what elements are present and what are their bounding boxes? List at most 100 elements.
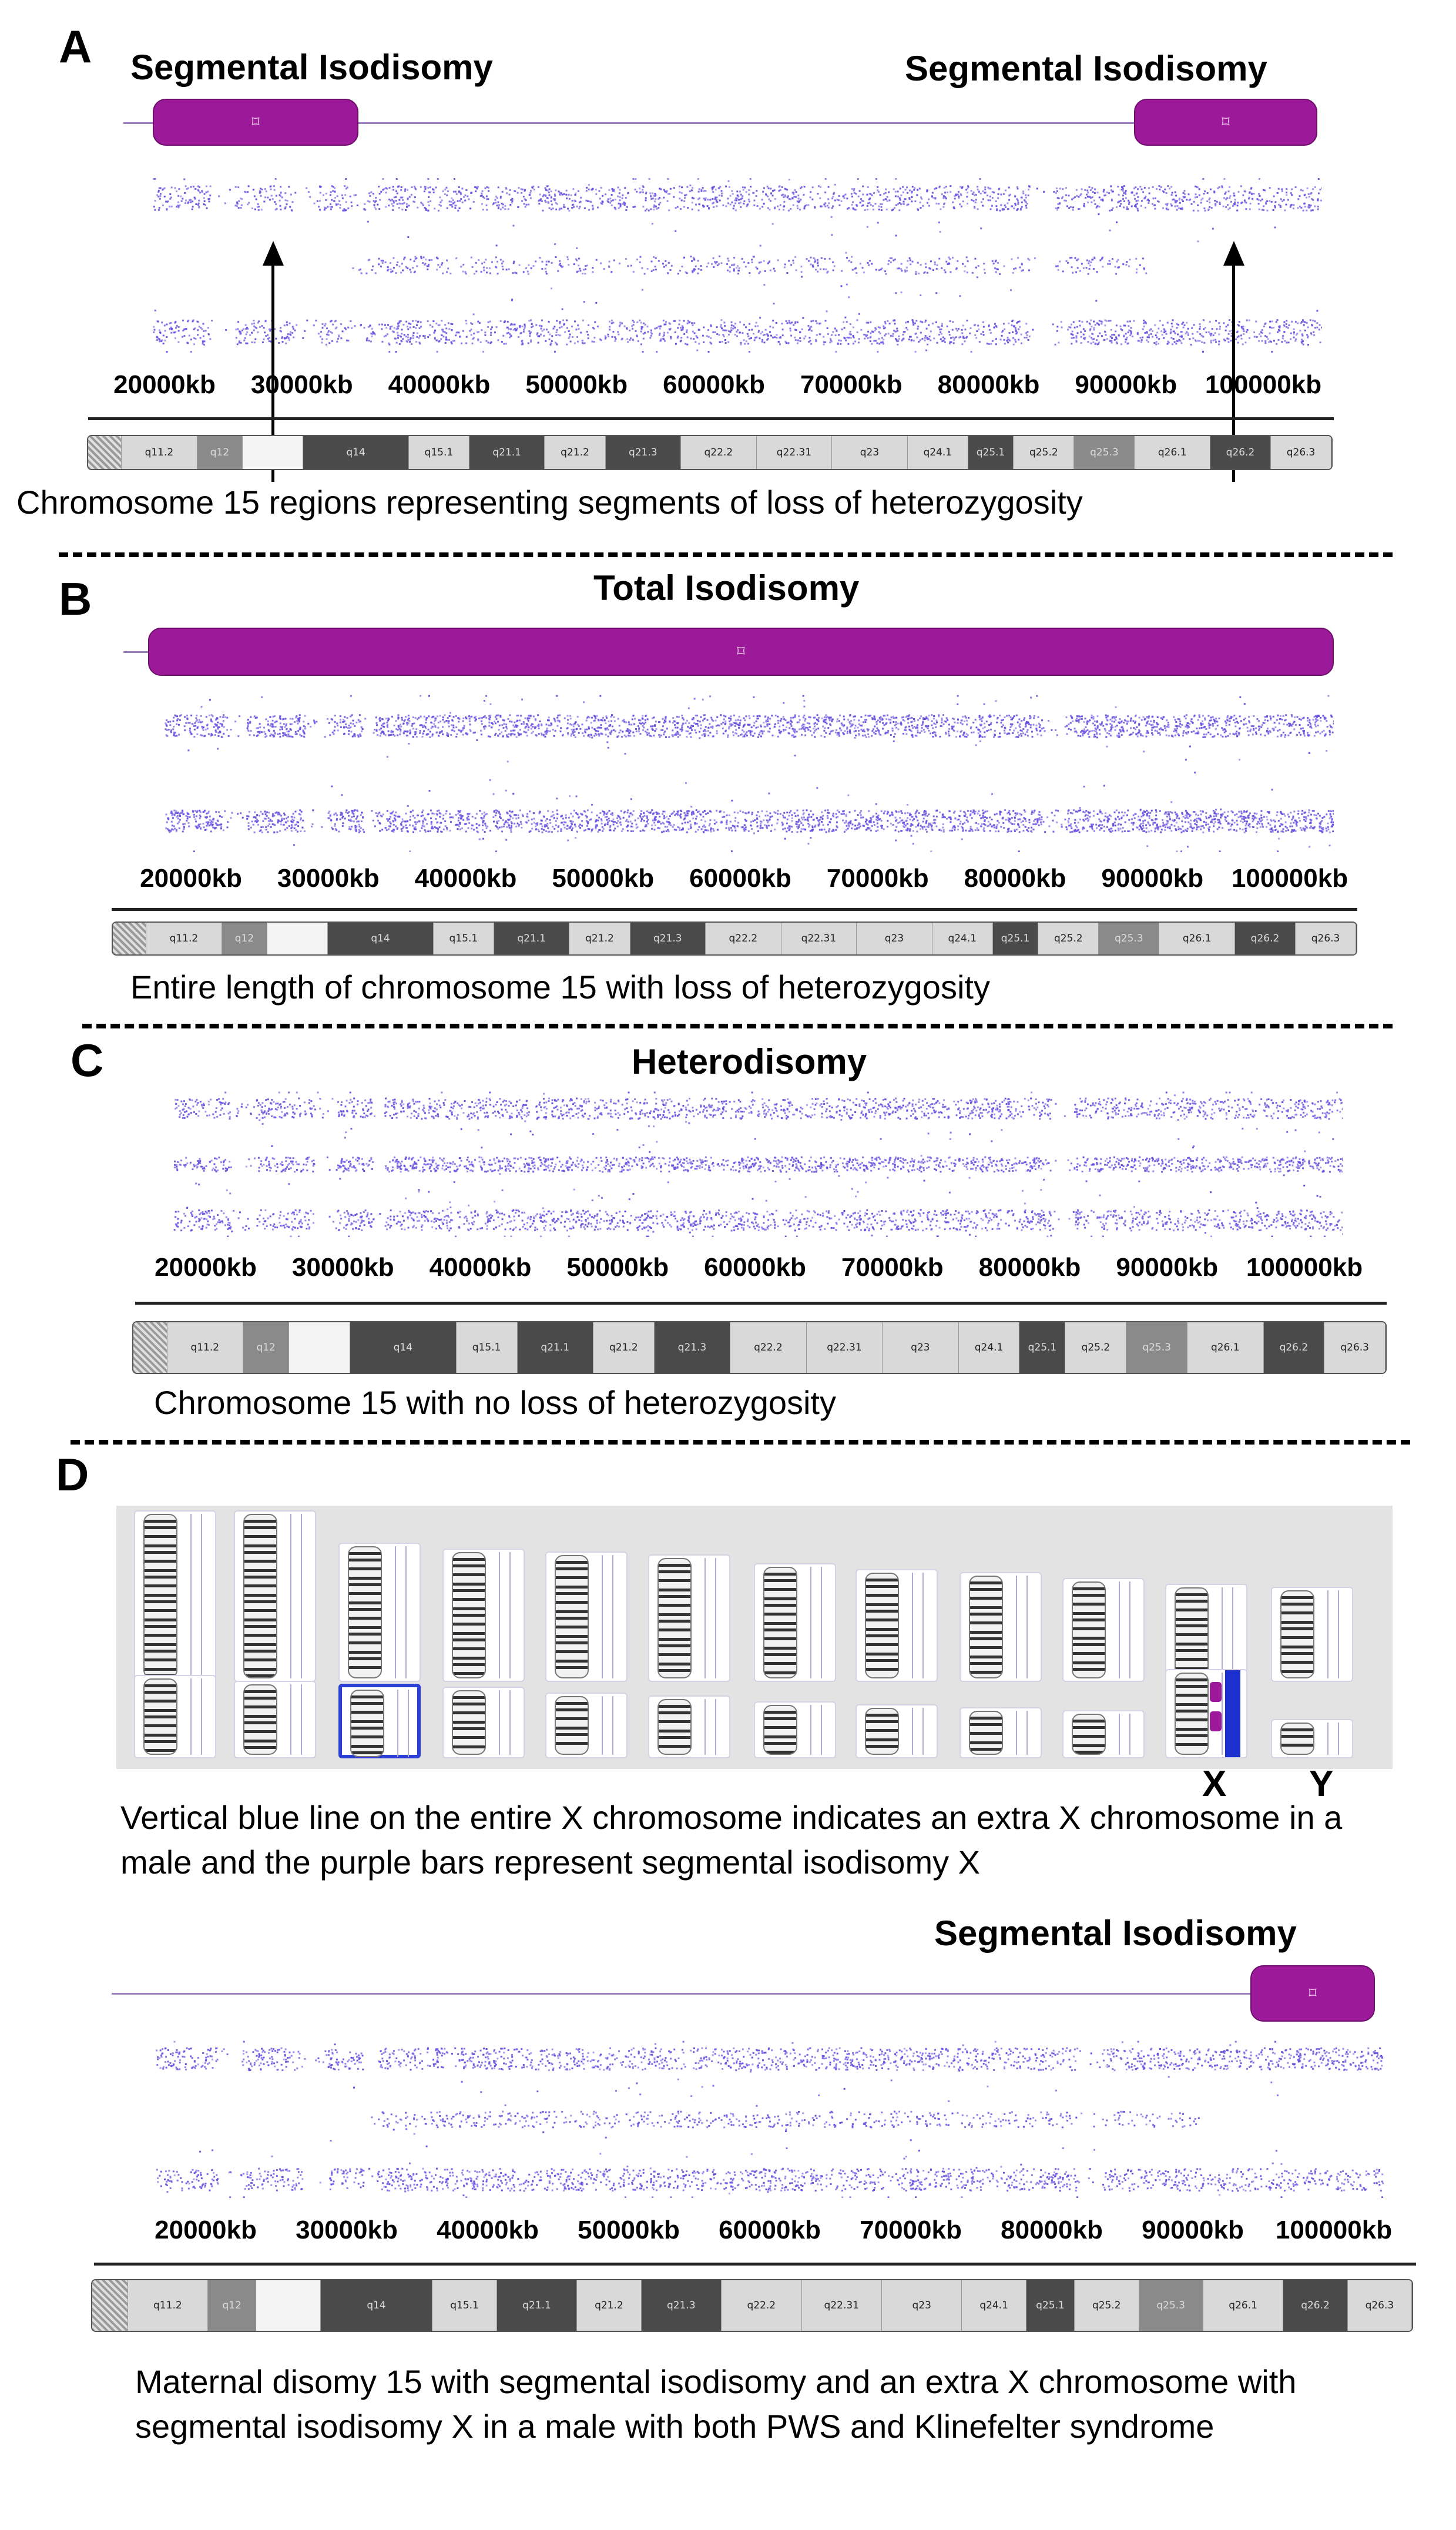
- chromosome-pictogram: [1280, 1590, 1314, 1678]
- roh-marker-icon: ⌑: [251, 113, 260, 131]
- track-line: [290, 1514, 291, 1678]
- axis-tick-label: 50000kb: [578, 2216, 680, 2244]
- karyogram-cell[interactable]: [1062, 1710, 1145, 1758]
- track-line: [201, 1678, 202, 1755]
- chromosome-band: q15.1: [456, 1322, 518, 1373]
- axis-tick-label: 40000kb: [388, 370, 491, 399]
- track-line: [715, 1699, 716, 1755]
- karyogram-cell[interactable]: [338, 1684, 421, 1758]
- chromosome-band: q25.1: [1019, 1322, 1066, 1373]
- panel-a-title-left: Segmental Isodisomy: [130, 48, 493, 87]
- axis-tick-label: 80000kb: [1001, 2216, 1103, 2244]
- karyogram-cell[interactable]: [1062, 1578, 1145, 1682]
- roh-marker-icon: ⌑: [737, 643, 745, 661]
- chromosome-band: [243, 436, 304, 469]
- chromosome-15-ideogram: q11.2 q12 q14 q15.1 q21.1 q21.2 q21.3 q22.2 q22.…: [87, 435, 1333, 470]
- chromosome-band: q12: [243, 1322, 290, 1373]
- axis-tick-label: 50000kb: [525, 370, 628, 399]
- axis-tick-label: 50000kb: [566, 1253, 669, 1282]
- karyogram-cell[interactable]: [1271, 1587, 1353, 1682]
- chromosome-pictogram: [555, 1696, 589, 1755]
- chromosome-band: q24.1: [932, 923, 993, 954]
- karyogram-cell[interactable]: [648, 1695, 730, 1758]
- roh-segment-bar[interactable]: ⌑: [1250, 1965, 1375, 2022]
- chromosome-band: q25.2: [1065, 1322, 1127, 1373]
- chromosome-band: q23: [857, 923, 932, 954]
- roh-segment-bar[interactable]: ⌑: [1134, 99, 1317, 146]
- axis-tick-label: 90000kb: [1075, 370, 1177, 399]
- karyogram-cell[interactable]: [648, 1554, 730, 1682]
- karyogram-cell[interactable]: [134, 1510, 216, 1682]
- track-line: [397, 1690, 398, 1757]
- chromosome-band: [92, 2280, 128, 2331]
- karyogram-cell[interactable]: [856, 1704, 938, 1758]
- track-line: [1232, 1587, 1233, 1678]
- karyogram-cell[interactable]: [856, 1569, 938, 1682]
- chromosome-pictogram: [763, 1567, 797, 1678]
- axis-tick-label: 100000kb: [1205, 370, 1322, 399]
- axis-tick-label: 20000kb: [140, 864, 242, 893]
- chromosome-band: q24.1: [907, 436, 968, 469]
- chromosome-band: q25.1: [992, 923, 1039, 954]
- chromosome-band: q12: [222, 923, 268, 954]
- chromosome-pictogram: [452, 1552, 486, 1678]
- roh-segment-bar[interactable]: ⌑: [153, 99, 358, 146]
- chromosome-band: q21.2: [577, 2280, 642, 2331]
- chromosome-band: q12: [208, 2280, 257, 2331]
- axis-tick-label: 100000kb: [1275, 2216, 1393, 2244]
- axis-tick-label: 70000kb: [841, 1253, 944, 1282]
- axis-tick-label: 60000kb: [704, 1253, 806, 1282]
- chromosome-x-label: X: [1202, 1764, 1227, 1804]
- panel-a-caption: Chromosome 15 regions representing segme…: [16, 484, 1083, 521]
- karyogram-cell[interactable]: [960, 1707, 1042, 1758]
- chromosome-band: [289, 1322, 350, 1373]
- chromosome-band: q21.3: [630, 923, 706, 954]
- chromosome-pictogram: [657, 1699, 692, 1755]
- roh-track-line: [123, 122, 1310, 124]
- karyogram-cell[interactable]: [754, 1563, 836, 1682]
- track-line: [1129, 1581, 1130, 1678]
- chromosome-15-ideogram: q11.2 q12 q14 q15.1 q21.1 q21.2 q21.3 q22.2 q22.…: [91, 2279, 1413, 2332]
- track-line: [922, 1573, 924, 1678]
- karyogram-cell[interactable]: [134, 1675, 216, 1758]
- panel-letter-c: C: [71, 1034, 104, 1086]
- chromosome-band: q22.31: [806, 1322, 883, 1373]
- track-line: [704, 1699, 706, 1755]
- axis-tick-label: 50000kb: [552, 864, 655, 893]
- axis-tick-label: 60000kb: [689, 864, 791, 893]
- chromosome-band: q26.1: [1187, 1322, 1264, 1373]
- axis-tick-label: 20000kb: [155, 1253, 257, 1282]
- chromosome-band: q21.1: [469, 436, 545, 469]
- karyogram-cell[interactable]: [442, 1687, 525, 1758]
- karyogram-cell[interactable]: [1165, 1584, 1247, 1682]
- chromosome-pictogram: [243, 1514, 277, 1678]
- karyogram-cell[interactable]: [754, 1701, 836, 1758]
- track-line: [1327, 1723, 1328, 1755]
- position-axis-line: [94, 2263, 1416, 2266]
- axis-tick-label: 100000kb: [1231, 864, 1348, 893]
- track-line: [1222, 1587, 1223, 1678]
- karyogram-cell[interactable]: [960, 1572, 1042, 1682]
- track-line: [301, 1684, 302, 1755]
- chromosome-band: q25.1: [1026, 2280, 1075, 2331]
- chromosome-15-ideogram: q11.2 q12 q14 q15.1 q21.1 q21.2 q21.3 q22.2 q22.…: [132, 1321, 1387, 1374]
- track-line: [704, 1558, 706, 1678]
- karyogram-cell[interactable]: [338, 1543, 421, 1682]
- karyogram-cell[interactable]: [1271, 1719, 1353, 1758]
- chromosome-band: q12: [197, 436, 243, 469]
- roh-mini-bar: [1210, 1682, 1222, 1702]
- roh-segment-bar[interactable]: ⌑: [148, 628, 1334, 676]
- karyogram-cell[interactable]: [234, 1681, 316, 1758]
- karyogram-cell[interactable]: [545, 1693, 628, 1758]
- karyogram-cell[interactable]: [234, 1510, 316, 1682]
- panel-c-caption: Chromosome 15 with no loss of heterozygo…: [154, 1384, 836, 1421]
- karyogram-cell[interactable]: [442, 1549, 525, 1682]
- chromosome-band: q26.3: [1347, 2280, 1412, 2331]
- chromosome-band: q25.3: [1139, 2280, 1203, 2331]
- karyogram-cell[interactable]: [545, 1551, 628, 1682]
- chromosome-pictogram: [865, 1573, 899, 1678]
- chromosome-band: q21.1: [517, 1322, 593, 1373]
- position-axis-labels: 20000kb 30000kb 40000kb 50000kb 60000kb 70000…: [140, 864, 1348, 899]
- chromosome-pictogram: [350, 1690, 384, 1757]
- karyogram-cell[interactable]: [1165, 1669, 1247, 1758]
